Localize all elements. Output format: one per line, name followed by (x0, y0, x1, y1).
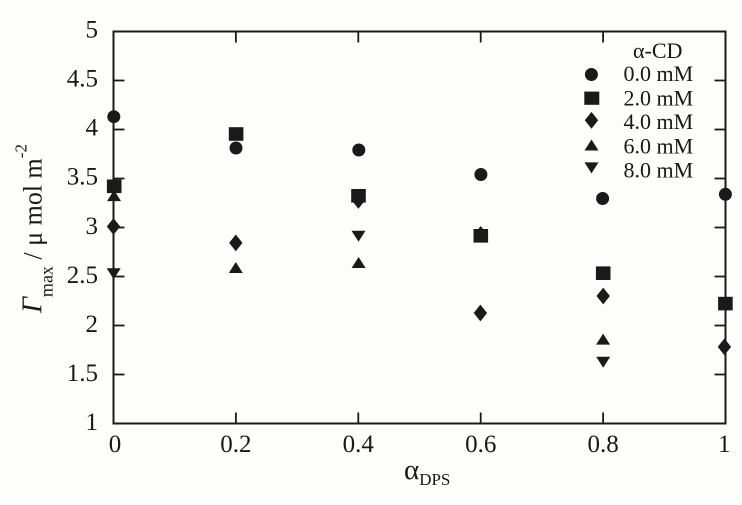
svg-text:0.2: 0.2 (220, 431, 251, 458)
svg-text:4.0 mM: 4.0 mM (624, 109, 694, 134)
svg-text:0.0 mM: 0.0 mM (624, 61, 694, 86)
svg-text:0.4: 0.4 (343, 431, 375, 458)
svg-text:3.5: 3.5 (67, 164, 98, 191)
svg-text:1: 1 (86, 409, 99, 436)
svg-text:1.5: 1.5 (67, 360, 98, 387)
svg-text:0.8: 0.8 (587, 431, 618, 458)
svg-text:α-CD: α-CD (633, 38, 682, 63)
svg-text:4.5: 4.5 (67, 66, 98, 93)
svg-text:0.6: 0.6 (465, 431, 496, 458)
svg-text:8.0 mM: 8.0 mM (624, 157, 694, 182)
svg-text:Γmax / μ mol m-2: Γmax / μ mol m-2 (12, 144, 57, 314)
svg-text:αDPS: αDPS (404, 454, 450, 489)
svg-text:6.0 mM: 6.0 mM (624, 133, 694, 158)
svg-text:2.5: 2.5 (67, 262, 98, 289)
svg-text:4: 4 (86, 115, 99, 142)
svg-text:2.0 mM: 2.0 mM (624, 85, 694, 110)
svg-text:5: 5 (86, 17, 99, 44)
svg-text:0: 0 (109, 431, 122, 458)
svg-text:3: 3 (86, 213, 99, 240)
svg-text:2: 2 (86, 311, 99, 338)
svg-text:1: 1 (718, 431, 731, 458)
